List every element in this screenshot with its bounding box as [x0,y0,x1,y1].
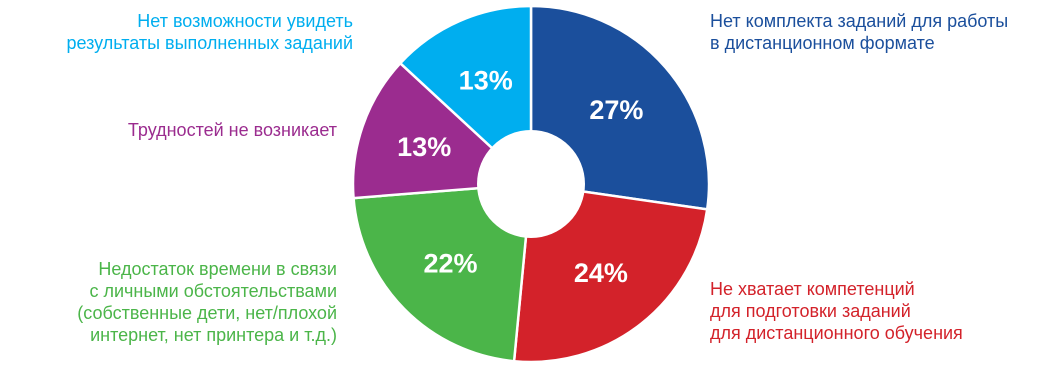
data-label-no-results-view: 13% [459,66,513,96]
donut-hole [477,130,585,238]
category-label-lack-of-competence: Не хватает компетенций для подготовки за… [710,279,963,343]
data-label-lack-of-competence: 24% [574,258,628,288]
data-label-no-difficulties: 13% [397,132,451,162]
pie-slice-no-results-view [398,4,533,186]
category-label-lack-of-time: Недостаток времени в связи с личными обс… [77,259,337,345]
category-label-no-difficulties: Трудностей не возникает [127,120,337,140]
pie-slice-lack-of-competence [512,182,709,364]
data-label-no-task-set: 27% [589,95,643,125]
category-label-no-results-view: Нет возможности увидеть результаты выпол… [66,11,353,53]
category-label-no-task-set: Нет комплекта заданий для работы в диста… [710,11,1009,53]
data-label-lack-of-time: 22% [423,248,477,278]
pie-slice-lack-of-time [352,182,533,363]
